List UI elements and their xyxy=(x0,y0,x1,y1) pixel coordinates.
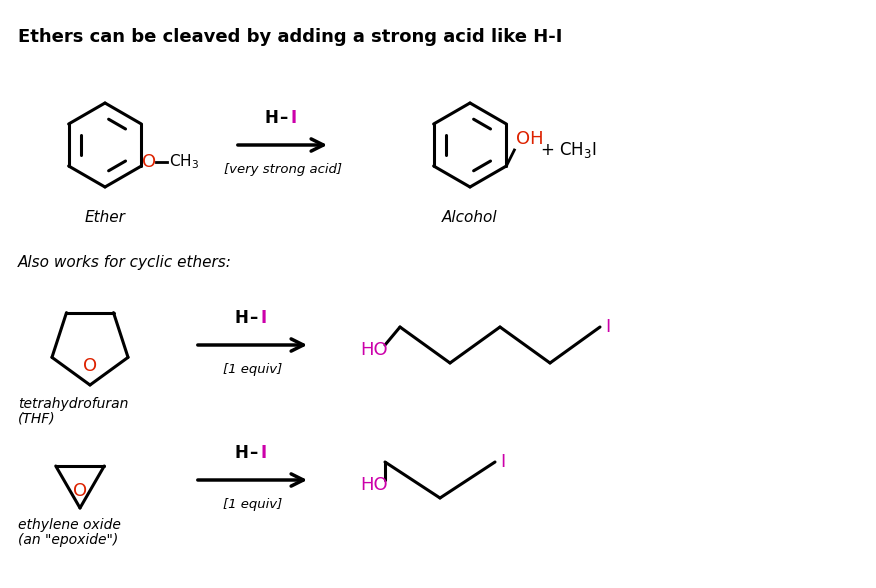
Text: H: H xyxy=(235,444,249,462)
Text: –: – xyxy=(279,109,287,127)
Text: Alcohol: Alcohol xyxy=(442,210,498,225)
Text: tetrahydrofuran: tetrahydrofuran xyxy=(18,397,129,411)
Text: I: I xyxy=(500,453,505,471)
Text: OH: OH xyxy=(516,130,544,148)
Text: I: I xyxy=(260,309,266,327)
Text: O: O xyxy=(142,153,157,171)
Text: HO: HO xyxy=(360,476,387,494)
Text: –: – xyxy=(250,444,258,462)
Text: + CH$_3$I: + CH$_3$I xyxy=(540,140,597,160)
Text: –: – xyxy=(250,309,258,327)
Text: Also works for cyclic ethers:: Also works for cyclic ethers: xyxy=(18,255,232,270)
Text: [very strong acid]: [very strong acid] xyxy=(223,163,342,176)
Text: Ethers can be cleaved by adding a strong acid like H-I: Ethers can be cleaved by adding a strong… xyxy=(18,28,562,46)
Text: O: O xyxy=(83,357,97,375)
Text: Ether: Ether xyxy=(85,210,125,225)
Text: [1 equiv]: [1 equiv] xyxy=(223,363,282,376)
Text: (THF): (THF) xyxy=(18,412,55,426)
Text: I: I xyxy=(291,109,297,127)
Text: I: I xyxy=(605,318,611,336)
Text: H: H xyxy=(265,109,279,127)
Text: (an "epoxide"): (an "epoxide") xyxy=(18,533,118,547)
Text: HO: HO xyxy=(360,341,387,359)
Text: CH$_3$: CH$_3$ xyxy=(169,153,200,171)
Text: [1 equiv]: [1 equiv] xyxy=(223,498,282,511)
Text: H: H xyxy=(235,309,249,327)
Text: I: I xyxy=(260,444,266,462)
Text: O: O xyxy=(73,482,87,500)
Text: ethylene oxide: ethylene oxide xyxy=(18,518,121,532)
